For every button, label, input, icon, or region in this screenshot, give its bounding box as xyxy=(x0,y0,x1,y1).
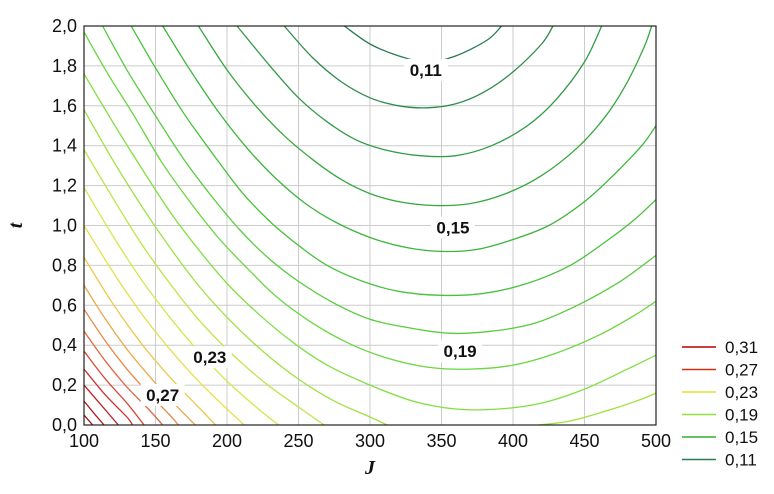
legend-label: 0,15 xyxy=(725,428,758,447)
contour-label: 0,15 xyxy=(436,218,469,237)
legend-label: 0,31 xyxy=(725,338,758,357)
contour-label: 0,23 xyxy=(193,348,226,367)
contour-line xyxy=(102,25,657,335)
contour-line xyxy=(283,25,554,109)
x-tick-label: 300 xyxy=(355,431,385,451)
legend-label: 0,19 xyxy=(725,406,758,425)
contour-line xyxy=(162,25,657,253)
x-tick-label: 100 xyxy=(69,431,99,451)
contour-line xyxy=(83,350,145,426)
tick-labels: 100 150 200 250 300 350 400 450 500 0,0 0,2 0,4 0,6 0… xyxy=(52,16,671,451)
contour-line xyxy=(197,25,653,207)
contour-line xyxy=(83,109,388,426)
x-tick-label: 350 xyxy=(426,431,456,451)
legend-label: 0,11 xyxy=(725,451,757,470)
contour-line xyxy=(83,285,196,426)
legend-label: 0,23 xyxy=(725,383,758,402)
contour-line xyxy=(83,384,119,426)
contour-line xyxy=(83,400,105,426)
y-tick-label: 2,0 xyxy=(52,16,77,36)
contour-line xyxy=(236,25,603,158)
contour-label: 0,19 xyxy=(444,342,477,361)
y-tick-label: 1,8 xyxy=(52,56,77,76)
x-tick-label: 450 xyxy=(569,431,599,451)
contour-line xyxy=(83,308,179,426)
x-tick-label: 200 xyxy=(212,431,242,451)
contour-line xyxy=(83,330,164,426)
contour-line xyxy=(83,31,657,370)
contour-line xyxy=(83,187,279,426)
legend-label: 0,27 xyxy=(725,361,758,380)
contour-line xyxy=(83,73,657,411)
x-tick-label: 500 xyxy=(641,431,671,451)
contour-label: 0,11 xyxy=(410,61,442,80)
y-tick-label: 1,2 xyxy=(52,176,77,196)
contour-label-background xyxy=(403,58,448,81)
contour-label-background xyxy=(438,340,483,363)
contour-label-background xyxy=(140,384,185,407)
y-tick-label: 1,0 xyxy=(52,216,77,236)
x-axis-title: J xyxy=(364,457,376,479)
y-tick-label: 0,2 xyxy=(52,375,77,395)
y-tick-label: 1,6 xyxy=(52,96,77,116)
y-tick-label: 0,6 xyxy=(52,295,77,315)
contour-labels: 0,11 0,15 0,19 0,23 0,27 xyxy=(140,58,483,407)
contour-line xyxy=(83,149,325,426)
contour-line xyxy=(538,392,657,426)
y-tick-label: 0,4 xyxy=(52,335,77,355)
contour-label-background xyxy=(187,346,232,369)
legend: 0,31 0,27 0,23 0,19 0,15 0,11 xyxy=(682,338,758,470)
plot-frame xyxy=(83,25,657,426)
y-tick-label: 0,8 xyxy=(52,255,77,275)
x-tick-label: 250 xyxy=(283,431,313,451)
y-axis-title: t xyxy=(5,221,27,228)
contour-label-background xyxy=(430,216,475,239)
contour-line xyxy=(83,368,134,426)
contour-label: 0,27 xyxy=(146,386,179,405)
x-tick-label: 400 xyxy=(498,431,528,451)
contour-line xyxy=(83,257,217,426)
y-tick-label: 0,0 xyxy=(52,415,77,435)
x-tick-label: 150 xyxy=(140,431,170,451)
contour-lines xyxy=(83,25,657,426)
y-tick-label: 1,4 xyxy=(52,136,77,156)
contour-line xyxy=(130,25,657,297)
contour-line xyxy=(83,225,245,426)
